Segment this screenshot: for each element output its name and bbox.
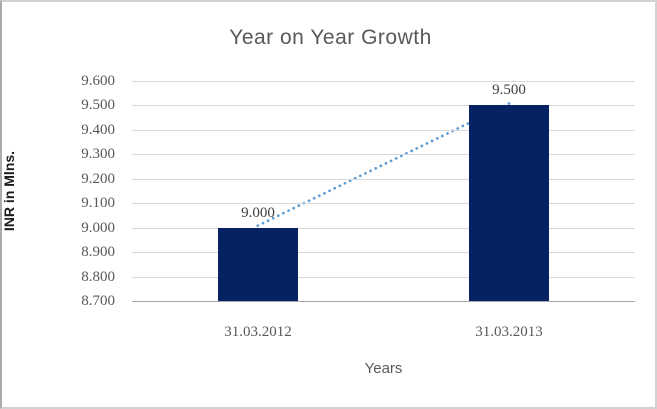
x-axis-title: Years [364, 360, 403, 377]
gridline [132, 105, 635, 106]
gridline [132, 203, 635, 204]
bar-31.03.2012 [218, 228, 298, 301]
bar-31.03.2013 [469, 105, 549, 301]
gridline [132, 130, 635, 131]
gridline [132, 81, 635, 82]
gridline [132, 228, 635, 229]
x-tick-label: 31.03.2013 [475, 324, 543, 340]
data-label: 9.000 [241, 205, 275, 221]
x-tick-label: 31.03.2012 [224, 324, 292, 340]
data-label: 9.500 [492, 82, 526, 98]
y-tick-label: 8.700 [81, 293, 115, 309]
y-axis-title: INR in Mlns. [1, 150, 17, 232]
y-tick-label: 9.200 [81, 171, 115, 187]
y-tick-label: 9.100 [81, 195, 115, 211]
x-axis-line [132, 301, 635, 302]
gridline [132, 179, 635, 180]
y-tick-label: 8.800 [81, 269, 115, 285]
gridline [132, 154, 635, 155]
y-tick-label: 9.500 [81, 97, 115, 113]
y-tick-label: 9.400 [81, 122, 115, 138]
chart-title: Year on Year Growth [229, 26, 432, 49]
y-tick-label: 9.600 [81, 73, 115, 89]
y-tick-label: 9.000 [81, 220, 115, 236]
y-tick-label: 8.900 [81, 244, 115, 260]
gridline [132, 252, 635, 253]
y-tick-label: 9.300 [81, 146, 115, 162]
gridline [132, 277, 635, 278]
